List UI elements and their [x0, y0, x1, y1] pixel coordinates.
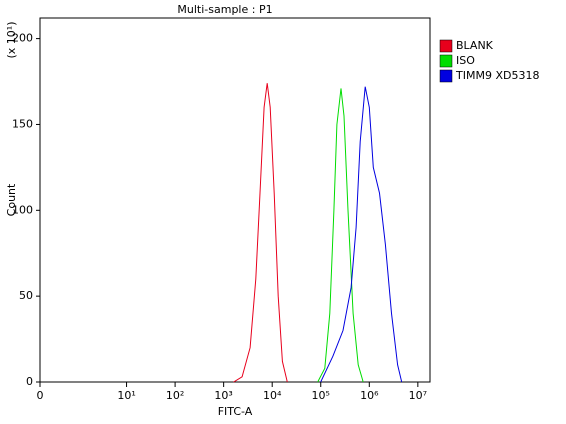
y-tick-label: 100: [12, 203, 33, 216]
y-multiplier: (x 10¹): [5, 22, 18, 59]
legend-label: ISO: [456, 54, 475, 67]
x-tick-label: 10¹: [117, 389, 135, 402]
y-tick-label: 50: [19, 289, 33, 302]
x-tick-label: 10⁴: [263, 389, 282, 402]
legend-label: TIMM9 XD5318: [455, 69, 539, 82]
legend-swatch: [439, 69, 453, 83]
legend-label: BLANK: [456, 39, 494, 52]
plot-frame: [39, 17, 431, 383]
x-axis-label: FITC-A: [218, 405, 253, 418]
x-tick-label: 10⁵: [312, 389, 330, 402]
y-tick-label: 150: [12, 117, 33, 130]
legend-swatch: [439, 39, 453, 53]
x-tick-label: 10²: [166, 389, 184, 402]
x-tick-label: 10⁶: [360, 389, 379, 402]
y-tick-label: 0: [26, 375, 33, 388]
y-axis-label: Count: [5, 183, 18, 216]
x-tick-label: 0: [37, 389, 44, 402]
y-tick-label: 200: [12, 32, 33, 45]
series-line: [317, 88, 364, 383]
x-tick-label: 10³: [214, 389, 232, 402]
series-line: [233, 83, 288, 383]
x-tick-label: 10⁷: [409, 389, 427, 402]
legend-swatch: [439, 54, 453, 68]
series-line: [320, 86, 403, 383]
chart-title: Multi-sample : P1: [177, 3, 272, 16]
